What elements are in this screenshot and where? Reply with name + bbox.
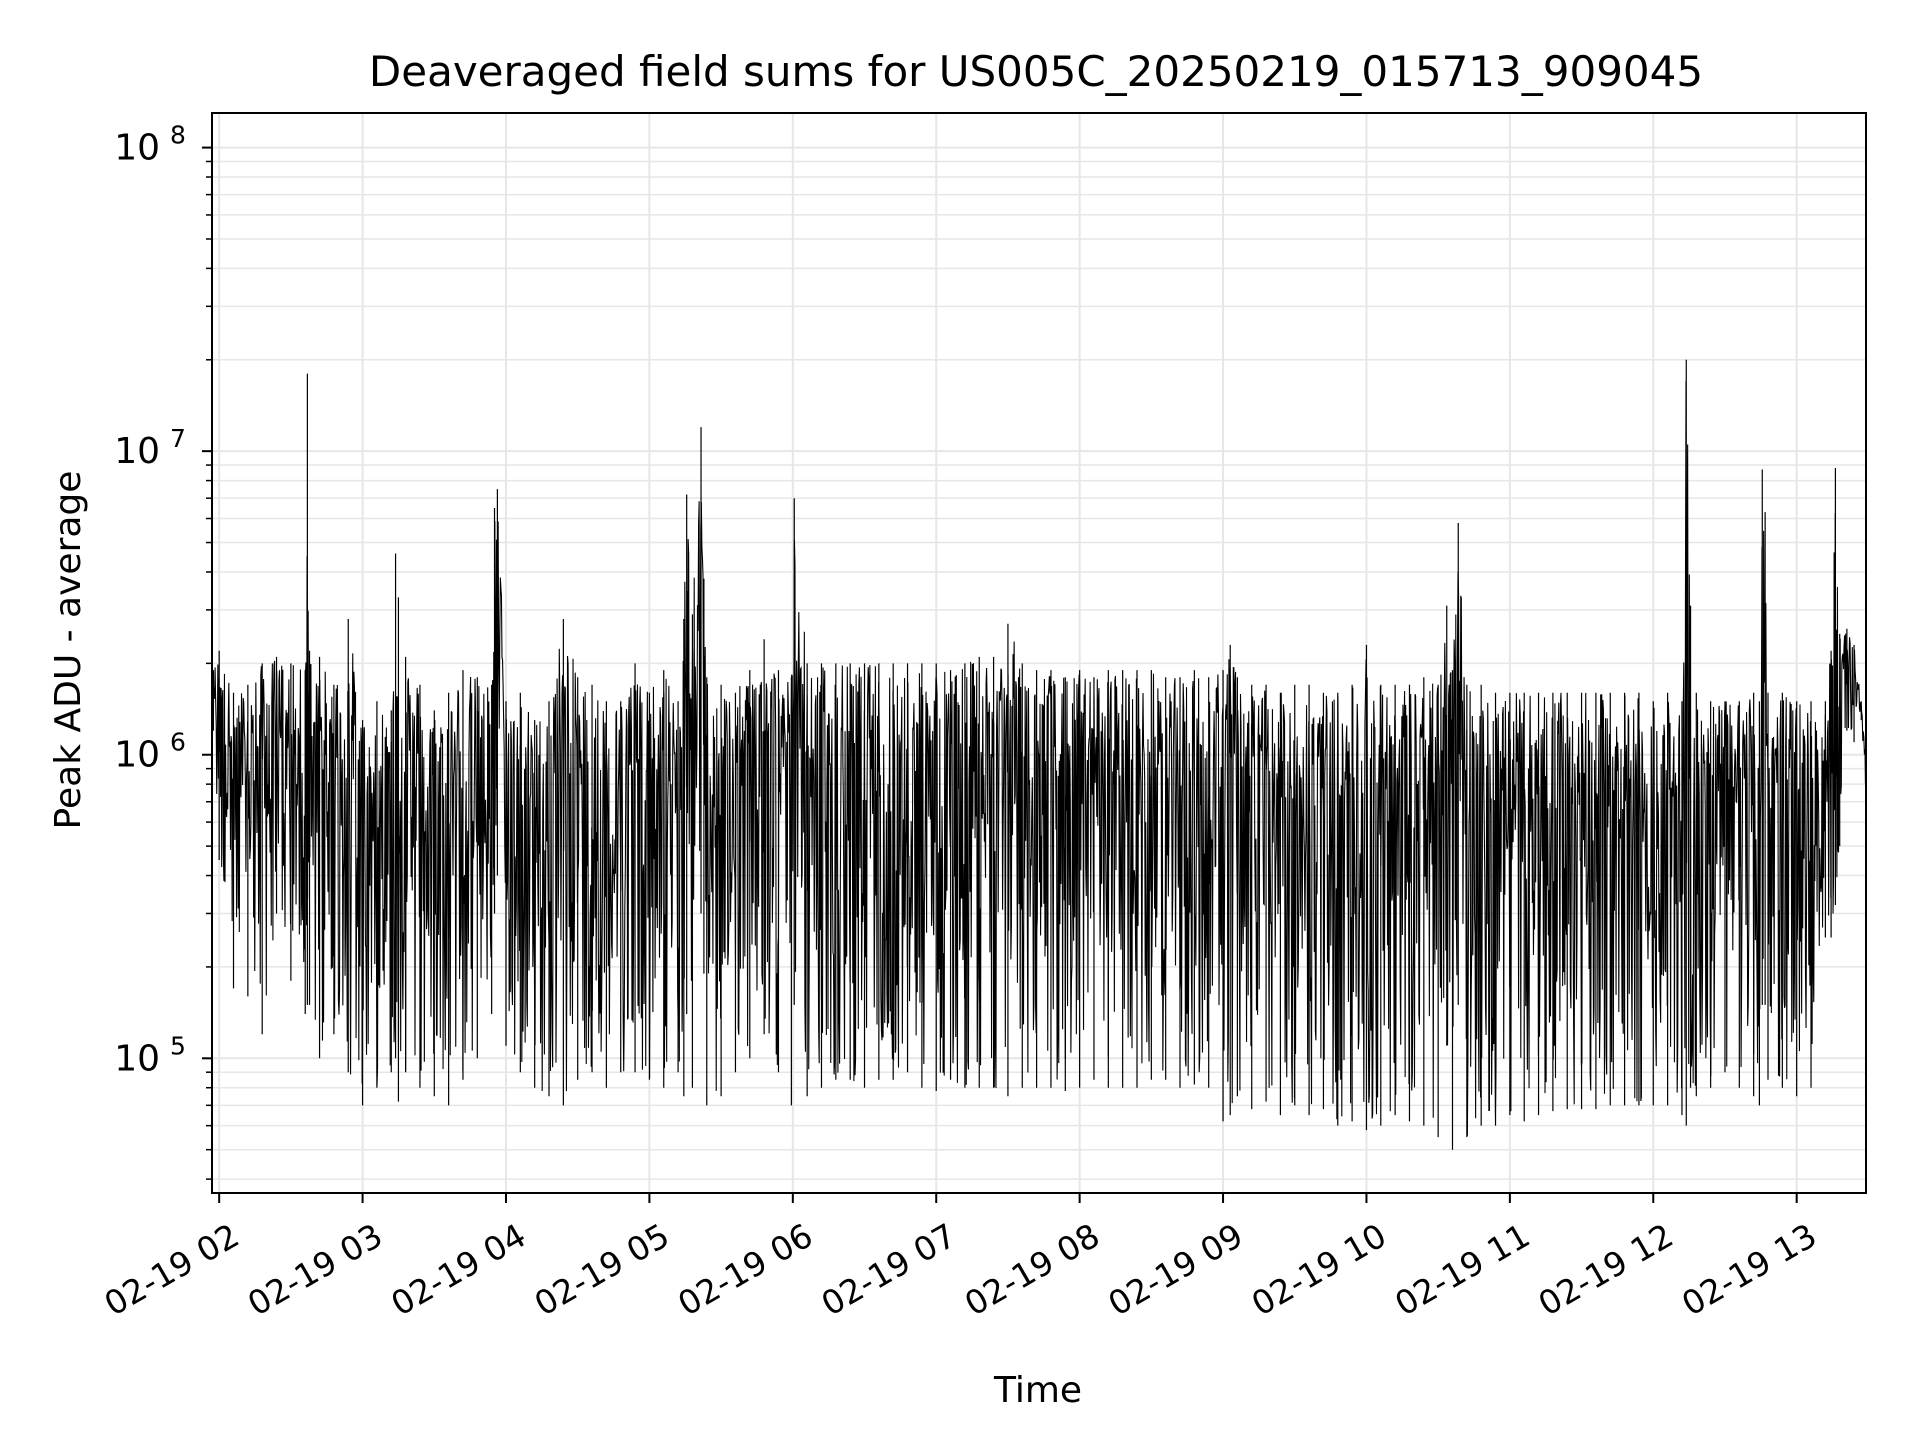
y-tick-label-exponent: 6 — [170, 728, 186, 757]
y-tick-label: 10 — [114, 128, 160, 169]
y-tick-label: 10 — [114, 431, 160, 472]
series-layer — [212, 359, 1867, 1150]
y-tick-label-exponent: 5 — [170, 1031, 186, 1060]
y-tick-label-exponent: 7 — [170, 424, 186, 453]
y-tick-label: 10 — [114, 1038, 160, 1079]
chart-title: Deaveraged field sums for US005C_2025021… — [369, 47, 1703, 96]
plot-frame — [211, 112, 1867, 1194]
y-axis-label: Peak ADU - average — [48, 471, 89, 830]
y-axis-ticks: 10 5 10 6 10 7 10 8 — [114, 121, 212, 1180]
x-axis-label: Time — [993, 1370, 1082, 1411]
y-tick-label-exponent: 8 — [170, 121, 186, 150]
y-tick-label: 10 — [114, 735, 160, 776]
series-trace — [212, 380, 1867, 1136]
